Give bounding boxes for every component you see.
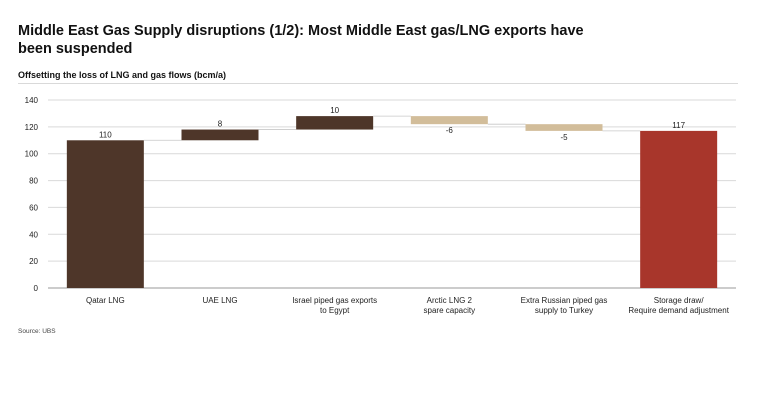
x-category-label: Require demand adjustment: [628, 306, 729, 315]
data-label: 8: [218, 120, 223, 129]
y-tick-label: 20: [29, 257, 38, 266]
bar: [525, 124, 603, 131]
x-category-label: supply to Turkey: [535, 306, 593, 315]
bar: [410, 116, 488, 125]
data-label: -6: [446, 126, 454, 135]
y-tick-label: 0: [34, 284, 39, 293]
page-title: Middle East Gas Supply disruptions (1/2)…: [18, 23, 584, 57]
bar: [296, 116, 374, 130]
x-category-label: Qatar LNG: [86, 296, 125, 305]
data-label: 10: [330, 106, 339, 115]
y-tick-label: 140: [25, 96, 39, 105]
x-category-label: to Egypt: [320, 306, 350, 315]
data-label: -5: [560, 133, 568, 142]
y-tick-label: 60: [29, 203, 38, 212]
x-category-label: Extra Russian piped gas: [521, 296, 608, 305]
waterfall-chart: 0 20 40 60 80 100 120 140 110 Qatar LNG 8 UAE LNG 10…: [25, 96, 736, 315]
source-note: Source: UBS: [18, 328, 56, 335]
y-tick-label: 40: [29, 230, 38, 239]
bar: [66, 140, 144, 288]
x-category-label: spare capacity: [424, 306, 476, 315]
data-label: 117: [672, 121, 685, 130]
chart-subtitle: Offsetting the loss of LNG and gas flows…: [18, 70, 227, 80]
x-category-label: Storage draw/: [654, 296, 705, 305]
x-category-label: Arctic LNG 2: [427, 296, 473, 305]
y-tick-label: 120: [25, 123, 39, 132]
y-tick-label: 100: [25, 150, 39, 159]
header-divider: [18, 83, 738, 84]
bar: [640, 130, 718, 288]
x-category-label: UAE LNG: [202, 296, 237, 305]
bar: [181, 129, 259, 141]
x-category-label: Israel piped gas exports: [292, 296, 377, 305]
y-tick-label: 80: [29, 177, 38, 186]
data-label: 110: [99, 130, 112, 139]
